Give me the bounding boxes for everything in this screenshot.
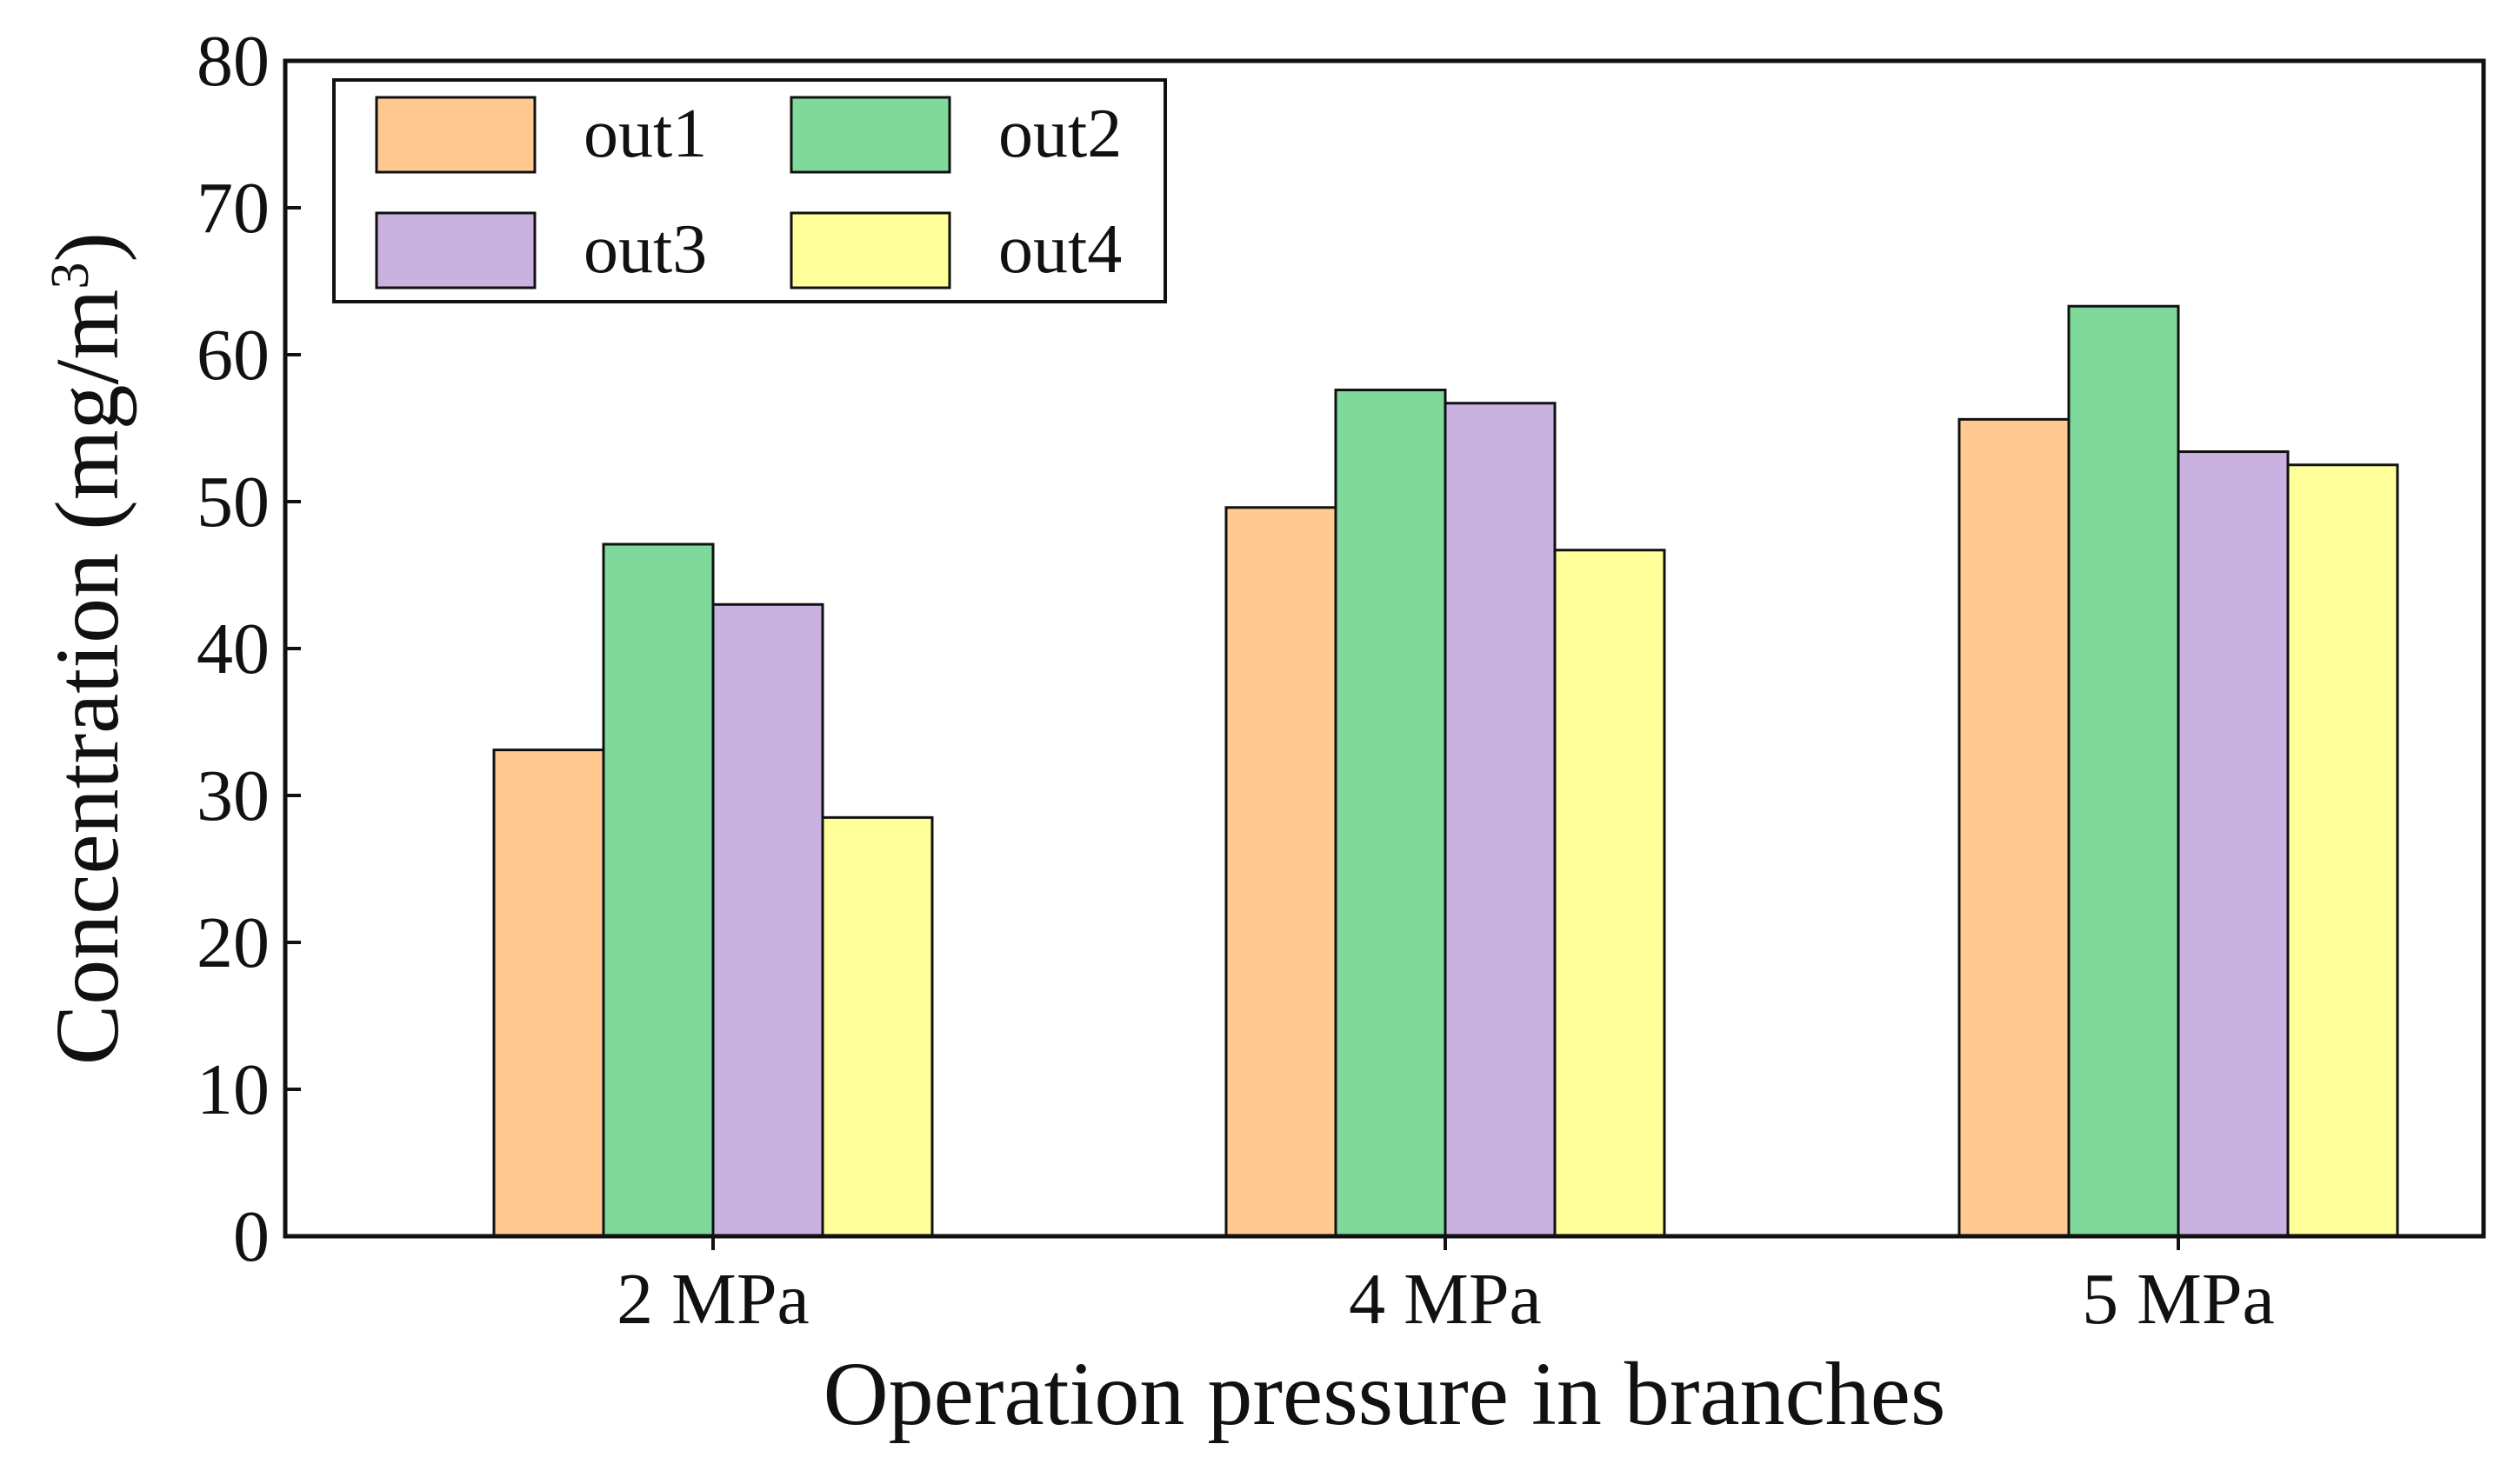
y-axis: 0 10 20 30 40 50 60 70 80 <box>197 21 301 1277</box>
y-tick-label: 10 <box>197 1049 270 1130</box>
x-tick-label: 2 MPa <box>617 1259 810 1340</box>
x-axis-title: Operation pressure in branches <box>824 1344 1946 1444</box>
bar-out2-2-mpa <box>602 542 715 1238</box>
x-tick-label: 4 MPa <box>1349 1259 1542 1340</box>
bar-out4-4-mpa <box>1553 549 1666 1238</box>
legend-swatch-out2 <box>790 96 951 174</box>
bar-out1-5-mpa <box>1957 417 2071 1238</box>
y-tick-label: 0 <box>233 1196 270 1277</box>
y-axis-title-main: Concentration (mg/m <box>37 289 137 1065</box>
y-tick-label: 70 <box>197 168 270 249</box>
y-tick-label: 60 <box>197 315 270 396</box>
legend: out1 out2 out3 out4 <box>332 78 1167 303</box>
x-axis: 2 MPa 4 MPa 5 MPa <box>617 1236 2275 1340</box>
y-tick-label: 30 <box>197 755 270 836</box>
bar-out2-5-mpa <box>2067 304 2180 1238</box>
x-tick-label: 5 MPa <box>2082 1259 2275 1340</box>
bar-out2-4-mpa <box>1334 389 1447 1238</box>
bar-out4-5-mpa <box>2286 463 2399 1238</box>
y-axis-title-end: ) <box>37 232 137 263</box>
y-axis-title: Concentration (mg/m3) <box>37 232 137 1065</box>
y-tick-label: 50 <box>197 462 270 542</box>
legend-label-out2: out2 <box>998 96 1122 172</box>
bars-group <box>492 304 2399 1238</box>
y-tick-label: 80 <box>197 21 270 102</box>
legend-label-out4: out4 <box>998 211 1122 288</box>
bar-out1-4-mpa <box>1224 506 1337 1238</box>
y-axis-title-superscript: 3 <box>41 263 100 289</box>
legend-label-out3: out3 <box>583 211 707 288</box>
bar-out1-2-mpa <box>492 749 605 1238</box>
bar-out3-2-mpa <box>711 602 824 1238</box>
y-tick-label: 40 <box>197 609 270 689</box>
legend-swatch-out4 <box>790 211 951 289</box>
legend-swatch-out3 <box>375 211 537 289</box>
bar-out3-5-mpa <box>2177 450 2290 1238</box>
y-tick-label: 20 <box>197 902 270 983</box>
legend-swatch-out1 <box>375 96 537 174</box>
bar-out3-4-mpa <box>1444 402 1557 1238</box>
bar-out4-2-mpa <box>821 815 934 1238</box>
legend-label-out1: out1 <box>583 96 707 172</box>
